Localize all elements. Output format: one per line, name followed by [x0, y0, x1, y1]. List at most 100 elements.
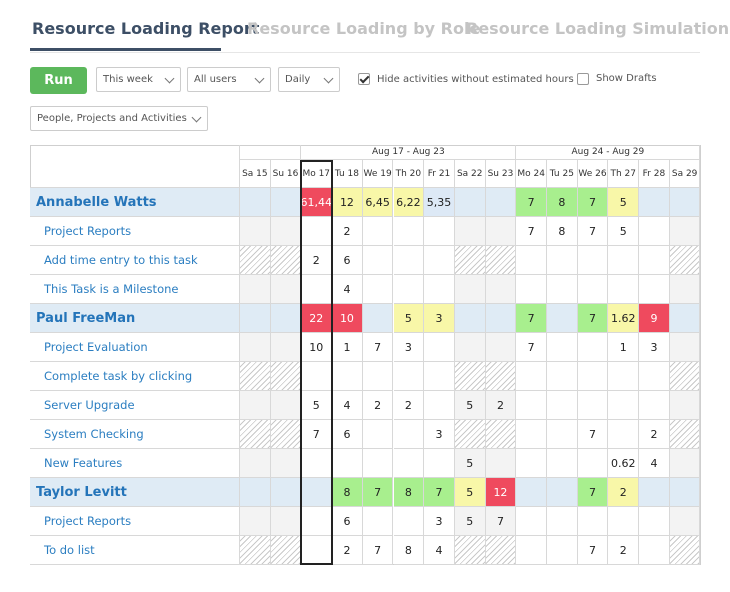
loading-cell	[393, 275, 425, 304]
loading-cell: 7	[577, 420, 609, 449]
loading-cell: 6,22	[393, 188, 425, 217]
task-row-label[interactable]: Complete task by clicking	[30, 362, 240, 391]
loading-cell	[454, 420, 486, 449]
loading-cell	[547, 420, 578, 449]
loading-cell	[639, 391, 670, 420]
loading-cell: 7	[424, 478, 455, 507]
task-row-label[interactable]: New Features	[30, 449, 240, 478]
loading-cell: 2	[332, 217, 363, 246]
loading-cell	[516, 362, 547, 391]
loading-cell	[547, 507, 578, 536]
loading-cell	[240, 391, 271, 420]
task-row-label[interactable]: Project Reports	[30, 217, 240, 246]
loading-cell	[639, 188, 670, 217]
loading-cell: 6,45	[362, 188, 394, 217]
loading-cell	[485, 420, 517, 449]
loading-cell	[424, 333, 455, 362]
task-row-label[interactable]: Project Evaluation	[30, 333, 240, 362]
show-drafts-label: Show Drafts	[596, 73, 657, 84]
person-row-label[interactable]: Annabelle Watts	[30, 188, 240, 217]
loading-cell	[270, 275, 302, 304]
loading-cell	[362, 217, 394, 246]
loading-cell	[393, 449, 425, 478]
hide-activities-checkbox[interactable]	[358, 73, 370, 85]
loading-cell	[393, 362, 425, 391]
loading-cell: 8	[393, 478, 425, 507]
loading-cell	[516, 478, 547, 507]
loading-cell: 5	[454, 507, 486, 536]
loading-cell	[424, 275, 455, 304]
loading-cell: 61,44	[300, 188, 333, 217]
day-header: Su 16	[270, 160, 302, 188]
task-row-label[interactable]: This Task is a Milestone	[30, 275, 240, 304]
day-header: Sa 29	[669, 160, 701, 188]
hide-activities-label: Hide activities without estimated hours	[377, 74, 574, 85]
person-row-label[interactable]: Taylor Levitt	[30, 478, 240, 507]
run-button[interactable]: Run	[30, 67, 87, 94]
loading-cell	[516, 391, 547, 420]
grouping-select[interactable]: People, Projects and Activities	[30, 106, 208, 131]
show-drafts-checkbox[interactable]	[577, 73, 589, 85]
task-row-label[interactable]: System Checking	[30, 420, 240, 449]
loading-cell: 4	[332, 391, 363, 420]
tab-resource-loading-by-role[interactable]: Resource Loading by Role	[247, 19, 481, 38]
loading-cell	[270, 507, 302, 536]
task-row-label[interactable]: Server Upgrade	[30, 391, 240, 420]
loading-cell: 7	[362, 478, 394, 507]
period-value: This week	[103, 74, 153, 85]
loading-cell: 7	[362, 333, 394, 362]
loading-cell	[669, 478, 701, 507]
period-select[interactable]: This week	[96, 67, 181, 92]
interval-select[interactable]: Daily	[278, 67, 340, 92]
loading-cell: 12	[485, 478, 517, 507]
loading-cell	[577, 449, 609, 478]
tab-resource-loading-simulation[interactable]: Resource Loading Simulation	[466, 19, 730, 38]
loading-cell	[393, 507, 425, 536]
loading-cell	[332, 362, 363, 391]
day-header: Tu 18	[332, 160, 363, 188]
loading-cell	[485, 275, 517, 304]
task-row-label[interactable]: To do list	[30, 536, 240, 565]
users-select[interactable]: All users	[187, 67, 271, 92]
day-header: Fr 28	[639, 160, 670, 188]
loading-cell	[240, 304, 271, 333]
loading-cell	[362, 246, 394, 275]
loading-cell	[454, 275, 486, 304]
loading-cell: 5	[454, 478, 486, 507]
loading-cell	[362, 507, 394, 536]
loading-cell	[669, 275, 701, 304]
loading-cell	[454, 217, 486, 246]
loading-cell	[454, 188, 486, 217]
loading-cell: 5	[393, 304, 425, 333]
loading-cell	[577, 362, 609, 391]
loading-cell	[270, 391, 302, 420]
loading-cell	[270, 188, 302, 217]
loading-cell	[301, 362, 333, 391]
loading-cell	[454, 246, 486, 275]
loading-cell	[270, 536, 302, 565]
loading-cell	[608, 420, 640, 449]
loading-cell	[669, 362, 701, 391]
loading-cell	[669, 246, 701, 275]
loading-cell	[639, 362, 670, 391]
loading-cell: 3	[639, 333, 670, 362]
loading-cell: 7	[301, 420, 333, 449]
loading-cell	[577, 391, 609, 420]
loading-cell: 3	[424, 420, 455, 449]
loading-cell	[301, 275, 333, 304]
task-row-label[interactable]: Add time entry to this task	[30, 246, 240, 275]
tab-resource-loading-report[interactable]: Resource Loading Report	[32, 19, 260, 38]
loading-cell	[240, 420, 271, 449]
loading-cell	[547, 275, 578, 304]
loading-cell	[424, 391, 455, 420]
loading-cell: 0.62	[608, 449, 640, 478]
task-row-label[interactable]: Project Reports	[30, 507, 240, 536]
week-range-header: Aug 17 - Aug 23	[301, 145, 517, 160]
person-row-label[interactable]: Paul FreeMan	[30, 304, 240, 333]
loading-cell	[362, 449, 394, 478]
loading-cell	[639, 478, 670, 507]
loading-cell	[547, 478, 578, 507]
users-value: All users	[194, 74, 237, 85]
loading-cell: 12	[332, 188, 363, 217]
